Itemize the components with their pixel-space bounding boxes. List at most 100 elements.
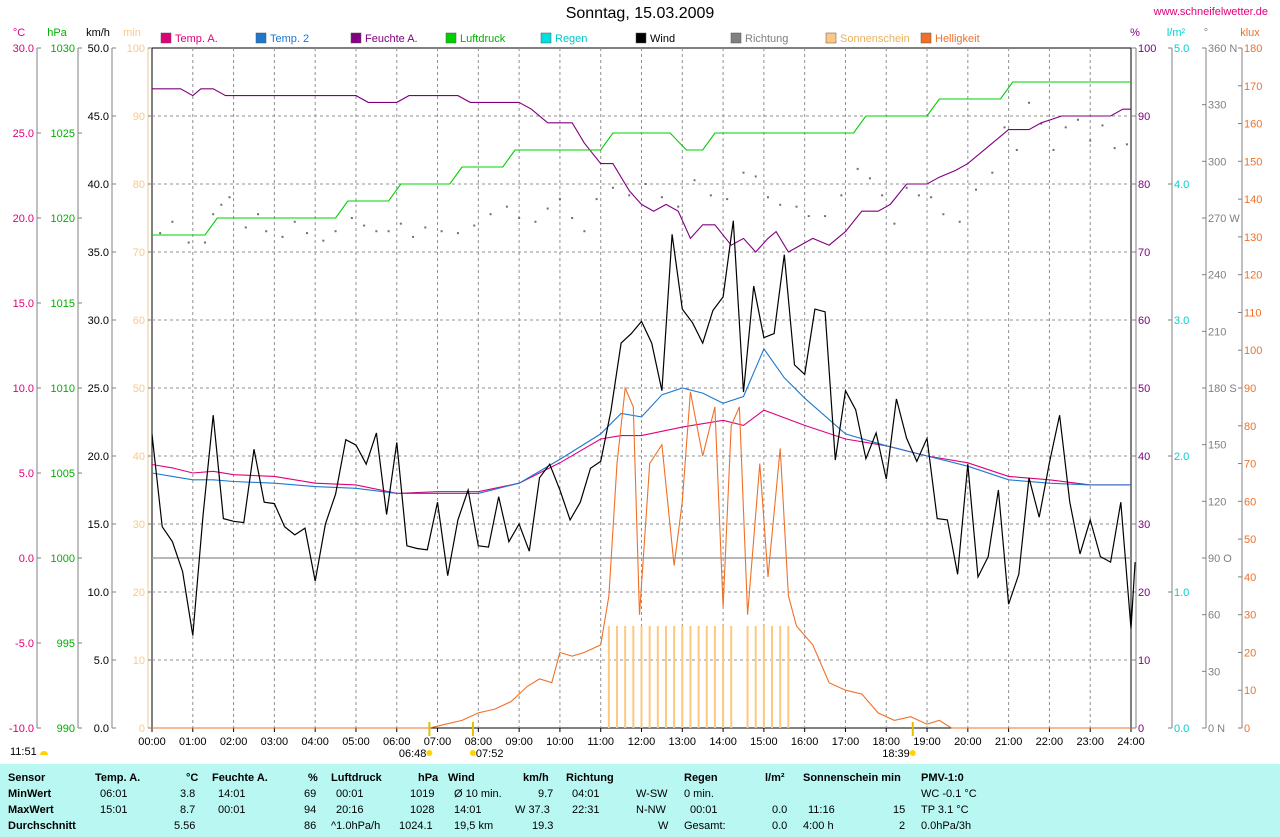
axis-label-humidity: 30 <box>1138 519 1150 531</box>
direction-dot <box>611 186 614 189</box>
axis-label-pressure: 1025 <box>51 128 75 140</box>
axis-label-direction: 30 <box>1208 666 1220 678</box>
x-tick-label: 07:00 <box>424 736 452 748</box>
direction-dot <box>754 175 757 178</box>
legend-label: Wind <box>650 33 675 45</box>
direction-dot <box>974 188 977 191</box>
sun-marker-icon <box>426 750 433 756</box>
axis-label-pressure: 1000 <box>51 553 75 565</box>
axis-label-wind: 30.0 <box>88 315 109 327</box>
direction-dot <box>693 179 696 182</box>
axis-label-direction: 0 N <box>1208 723 1225 735</box>
legend-label: Feuchte A. <box>365 33 418 45</box>
axis-label-wind: 45.0 <box>88 111 109 123</box>
direction-dot <box>1125 143 1128 146</box>
axis-label-rain: 5.0 <box>1174 43 1189 55</box>
direction-dot <box>399 222 402 225</box>
sun-marker-icon <box>909 750 916 756</box>
legend-label: Temp. A. <box>175 33 218 45</box>
direction-dot <box>293 220 296 223</box>
axis-label-temp: 5.0 <box>19 468 34 480</box>
axis-unit-sun_min: min <box>123 27 141 39</box>
temp-min: 3.8 <box>180 788 196 800</box>
humidity-min-time: 14:01 <box>218 788 246 800</box>
humidity-max-time: 00:01 <box>218 804 246 816</box>
axis-label-rain: 0.0 <box>1174 723 1189 735</box>
direction-dot <box>881 194 884 197</box>
x-tick-label: 08:00 <box>465 736 493 748</box>
wind-header: Wind <box>448 772 475 784</box>
temp-min-time: 06:01 <box>100 788 128 800</box>
direction-dot <box>1028 101 1031 104</box>
axis-label-direction: 240 <box>1208 270 1226 282</box>
axis-label-sun_min: 0 <box>139 723 145 735</box>
direction-dot <box>558 198 561 201</box>
axis-label-humidity: 0 <box>1138 723 1144 735</box>
axis-label-brightness: 120 <box>1244 270 1262 282</box>
direction-min-time: 04:01 <box>572 788 600 800</box>
axis-label-rain: 3.0 <box>1174 315 1189 327</box>
axis-label-brightness: 140 <box>1244 194 1262 206</box>
humidity-unit: % <box>308 772 318 784</box>
direction-dot <box>1003 126 1006 129</box>
direction-dot <box>424 226 427 229</box>
direction-avg: W <box>658 820 669 832</box>
x-tick-label: 04:00 <box>301 736 329 748</box>
direction-dot <box>228 196 231 199</box>
legend-swatch <box>825 32 837 44</box>
axis-label-brightness: 160 <box>1244 119 1262 131</box>
x-tick-label: 20:00 <box>954 736 982 748</box>
pmv-dewpoint: TP 3.1 °C <box>921 804 969 816</box>
website-link[interactable]: www.schneifelwetter.de <box>1153 6 1268 18</box>
axis-unit-pressure: hPa <box>47 27 67 39</box>
axis-label-brightness: 80 <box>1244 421 1256 433</box>
legend-swatch <box>920 32 932 44</box>
direction-dot <box>868 177 871 180</box>
humidity-min: 69 <box>304 788 317 800</box>
axis-label-sun_min: 40 <box>133 451 145 463</box>
direction-max: N-NW <box>636 804 666 816</box>
axis-label-wind: 15.0 <box>88 519 109 531</box>
x-tick-label: 22:00 <box>1036 736 1064 748</box>
direction-dot <box>1040 122 1043 125</box>
wind-min: 9.7 <box>538 788 554 800</box>
axis-label-temp: 20.0 <box>13 213 34 225</box>
direction-dot <box>1101 124 1104 127</box>
pressure-avg: 1024.1 <box>399 820 433 832</box>
direction-dot <box>742 171 745 174</box>
x-tick-label: 24:00 <box>1117 736 1145 748</box>
axis-label-wind: 50.0 <box>88 43 109 55</box>
temp-max-time: 15:01 <box>100 804 128 816</box>
axis-label-humidity: 40 <box>1138 451 1150 463</box>
legend-swatch <box>635 32 647 44</box>
pressure-max-time: 20:16 <box>336 804 364 816</box>
humidity-header: Feuchte A. <box>212 772 268 784</box>
axis-label-temp: 30.0 <box>13 43 34 55</box>
x-tick-label: 09:00 <box>505 736 533 748</box>
direction-dot <box>1113 147 1116 150</box>
direction-dot <box>807 215 810 218</box>
direction-dot <box>375 230 378 233</box>
x-tick-label: 01:00 <box>179 736 207 748</box>
x-tick-label: 00:00 <box>138 736 166 748</box>
direction-dot <box>709 194 712 197</box>
row-label-avg: Durchschnitt <box>8 820 76 832</box>
direction-dot <box>440 230 443 233</box>
direction-dot <box>473 224 476 227</box>
axis-label-rain: 1.0 <box>1174 587 1189 599</box>
wind-max-time: 14:01 <box>454 804 482 816</box>
axis-label-brightness: 170 <box>1244 81 1262 93</box>
temp-avg: 5.56 <box>174 820 196 832</box>
direction-dot <box>930 196 933 199</box>
direction-dot <box>917 194 920 197</box>
legend-swatch <box>730 32 742 44</box>
axis-label-pressure: 995 <box>57 638 75 650</box>
direction-dot <box>726 198 729 201</box>
axis-label-humidity: 90 <box>1138 111 1150 123</box>
rain-unit: l/m² <box>765 772 785 784</box>
weather-chart: 00:00 01:00 02:00 03:00 04:00 05:00 06:00 07:00… <box>9 27 1262 760</box>
temp-max: 8.7 <box>180 804 196 816</box>
axis-label-humidity: 60 <box>1138 315 1150 327</box>
axis-label-humidity: 50 <box>1138 383 1150 395</box>
wind-max: W 37.3 <box>515 804 550 816</box>
